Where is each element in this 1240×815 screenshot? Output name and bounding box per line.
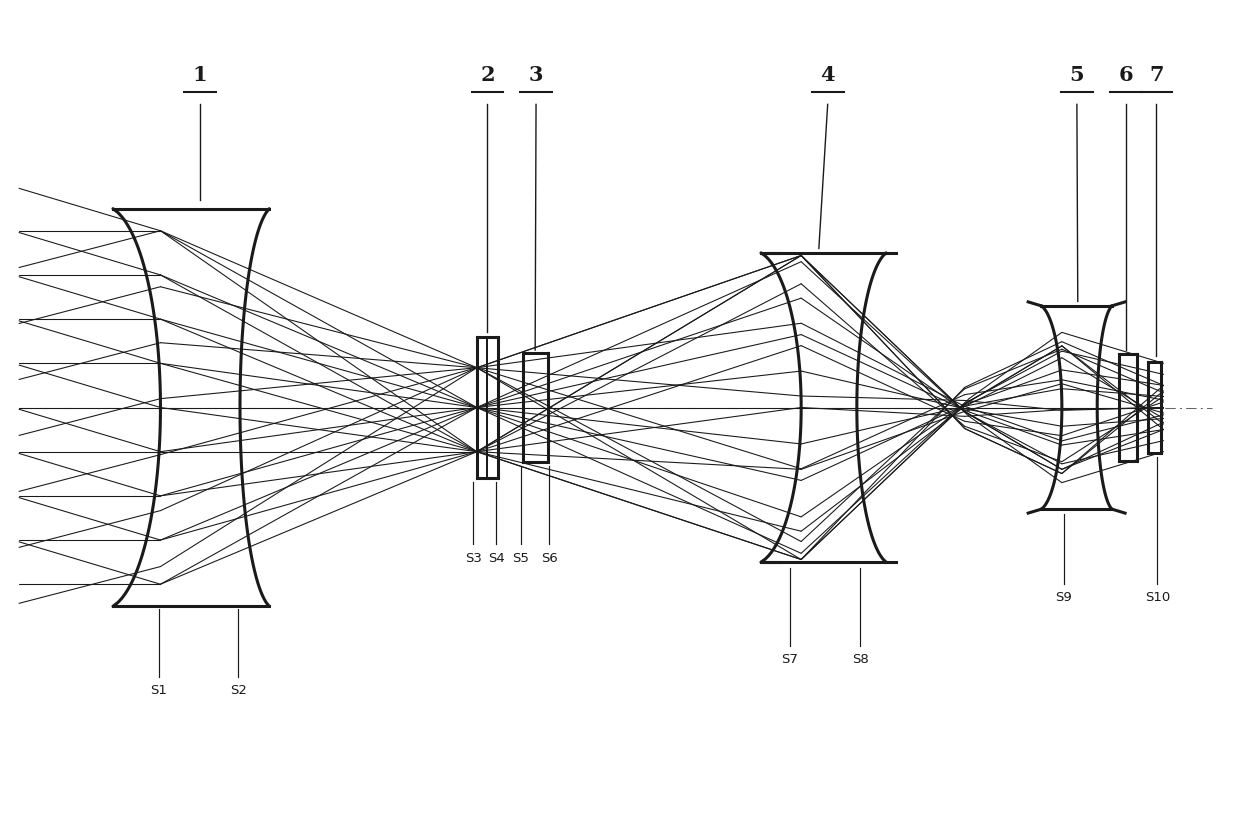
Text: S2: S2 [229,684,247,697]
Text: 1: 1 [193,65,207,85]
Text: S10: S10 [1145,592,1169,604]
Text: 7: 7 [1149,65,1163,85]
Text: S5: S5 [512,552,529,565]
Text: 2: 2 [480,65,495,85]
Text: 3: 3 [528,65,543,85]
Text: 5: 5 [1070,65,1084,85]
Text: 4: 4 [821,65,835,85]
Text: S4: S4 [487,552,505,565]
Text: S3: S3 [465,552,481,565]
Text: S7: S7 [781,653,799,666]
Text: 6: 6 [1118,65,1133,85]
Text: S9: S9 [1055,592,1073,604]
Text: S1: S1 [150,684,167,697]
Text: S8: S8 [852,653,869,666]
Text: S6: S6 [541,552,558,565]
